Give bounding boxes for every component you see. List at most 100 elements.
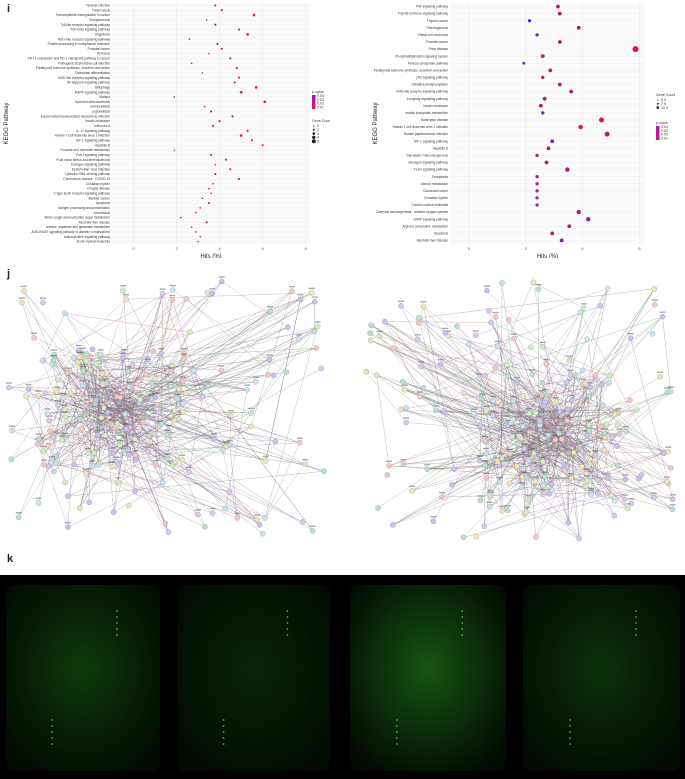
network-edge	[402, 381, 506, 421]
data-point	[203, 105, 206, 108]
network-edge	[124, 400, 206, 527]
network-edge	[481, 398, 487, 442]
category-label: Shigellosis	[95, 32, 111, 36]
network-edge	[42, 289, 173, 361]
data-point	[578, 124, 583, 130]
network-node-label	[536, 415, 543, 418]
array-spot	[115, 622, 118, 624]
network-edge	[88, 413, 303, 523]
network-node-label	[497, 476, 504, 479]
network-node	[487, 504, 493, 510]
network-node-label	[483, 405, 490, 408]
network-node	[571, 449, 577, 456]
network-edge	[563, 414, 569, 523]
data-point	[535, 182, 539, 186]
network-edge	[117, 326, 318, 424]
network-node	[152, 375, 158, 382]
array-spot	[286, 628, 289, 630]
network-edge	[506, 364, 544, 495]
network-node	[657, 374, 663, 380]
network-node-label	[169, 284, 176, 287]
network-node	[126, 452, 132, 458]
network-node	[126, 384, 133, 390]
network-node	[587, 384, 593, 391]
category-label: NF-kappa B signaling pathway	[67, 81, 111, 85]
network-node	[532, 478, 538, 485]
category-label: Glycolysis / Gluconeogenesis	[406, 153, 448, 157]
category-label: NOD-like receptor signaling pathway	[396, 90, 448, 94]
x-axis-label: Hits (%)	[200, 254, 221, 258]
kegg-dotplot-left: 0 2 4 6 8 Yersinia infectionTuberculosisTrans…	[4, 3, 330, 258]
network-edge	[427, 450, 551, 470]
network-node	[195, 511, 201, 518]
data-point	[201, 197, 204, 199]
network-node-label	[543, 358, 550, 361]
network-edge	[421, 366, 532, 413]
network-node	[312, 298, 318, 305]
network-node-label	[88, 395, 95, 397]
network-node-label	[109, 447, 116, 449]
x-tick-label: 0	[468, 246, 471, 251]
plot-area	[112, 3, 310, 244]
network-node	[500, 448, 506, 454]
data-point	[565, 167, 570, 172]
data-point	[546, 146, 551, 151]
network-node-label	[601, 428, 608, 430]
network-edge	[131, 426, 266, 519]
network-edge	[376, 375, 526, 441]
network-edge	[388, 420, 506, 466]
data-point	[567, 224, 572, 229]
network-edge	[573, 288, 608, 458]
network-node-label	[210, 433, 217, 435]
network-node-label	[309, 525, 316, 527]
network-node-label	[116, 440, 123, 442]
network-node	[363, 368, 369, 375]
network-edge	[376, 375, 531, 447]
network-node-label	[492, 311, 499, 314]
data-point	[207, 201, 210, 205]
network-node	[115, 479, 121, 486]
category-label: Alanine, aspartate and glutamate metabol…	[46, 225, 110, 229]
network-node	[65, 493, 71, 499]
network-node-label	[167, 381, 174, 383]
data-point	[252, 13, 256, 17]
category-label: FoxO signaling pathway	[414, 168, 448, 172]
network-node-label	[669, 504, 676, 506]
network-node-label	[624, 503, 631, 505]
network-node	[606, 372, 613, 379]
network-node	[415, 320, 422, 326]
network-node	[68, 389, 74, 396]
network-node-label	[530, 462, 537, 464]
network-edge	[259, 464, 306, 525]
network-node	[149, 379, 155, 386]
network-edge	[86, 331, 191, 362]
network-node	[454, 323, 460, 329]
network-node-label	[311, 296, 318, 298]
network-nodes	[5, 276, 327, 537]
network-edge	[134, 429, 276, 442]
network-node-label	[80, 364, 87, 366]
network-edge	[124, 292, 312, 386]
legend-size-dot	[312, 128, 315, 131]
network-node	[627, 335, 634, 341]
network-node-label	[97, 349, 104, 351]
network-edge	[567, 288, 655, 432]
network-edge	[172, 300, 203, 397]
network-edge	[264, 326, 318, 518]
network-node	[580, 305, 587, 312]
network-edge	[45, 393, 198, 515]
network-node	[117, 442, 123, 448]
category-label: Apoptosis	[96, 201, 110, 205]
category-label: Antigen processing and presentation	[58, 206, 110, 210]
network-node	[40, 448, 46, 454]
network-node	[59, 437, 65, 444]
category-label: Estrogen signaling pathway	[71, 163, 110, 167]
network-node-label	[88, 460, 95, 462]
network-edge	[135, 426, 252, 492]
network-edge	[544, 376, 661, 450]
network-node	[525, 497, 532, 503]
network-node-label	[583, 468, 590, 470]
array-membrane	[6, 585, 160, 771]
network-node-label	[376, 330, 383, 333]
network-node	[53, 453, 59, 459]
